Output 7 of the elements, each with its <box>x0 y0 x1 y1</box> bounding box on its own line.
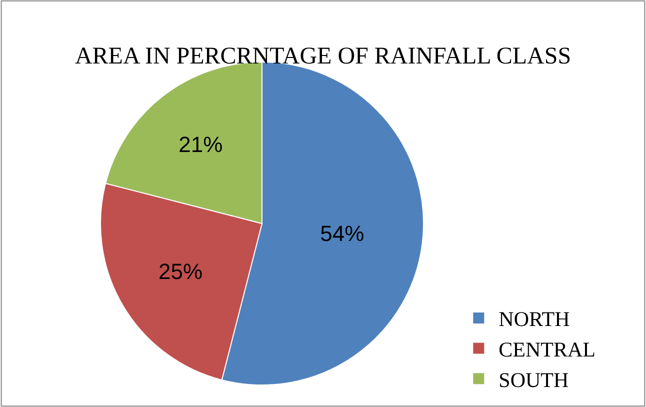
data-label: 25% <box>158 259 203 284</box>
data-label: 21% <box>178 132 223 157</box>
legend-label: SOUTH <box>498 368 569 392</box>
chart-title: AREA IN PERCRNTAGE OF RAINFALL CLASS <box>74 43 572 70</box>
legend-label: CENTRAL <box>498 338 596 362</box>
legend-label: NORTH <box>498 307 570 332</box>
data-label: 54% <box>320 221 364 246</box>
